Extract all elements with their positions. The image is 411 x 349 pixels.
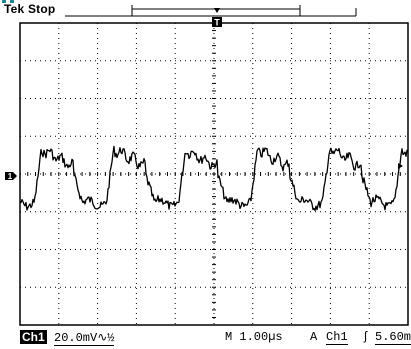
channel1-ground-marker[interactable]: 1 (5, 172, 17, 181)
logo-accent (2, 0, 6, 3)
timebase[interactable]: M 1.00µs (225, 330, 283, 344)
channel-badge[interactable]: Ch1 (20, 330, 47, 344)
waveform-trace (19, 145, 409, 212)
bandwidth-icon: ∿½ (97, 331, 115, 345)
trigger-level[interactable]: 5.60mV (375, 330, 411, 345)
volts-per-div[interactable]: 20.0mV∿½ (54, 330, 115, 346)
brand-label: Tek (4, 2, 25, 16)
trigger-position-marker[interactable]: T (212, 8, 222, 28)
trigger-marker-label: T (214, 18, 220, 28)
trigger-mode: A (310, 330, 318, 344)
header-brand: Tek Stop (4, 2, 55, 16)
trigger-slope-icon: ʃ (362, 330, 370, 344)
acquisition-state: Stop (27, 2, 56, 16)
volts-value: 20.0mV (54, 331, 98, 345)
trigger-source[interactable]: Ch1 (326, 330, 348, 345)
channel-marker-label: 1 (8, 172, 13, 181)
logo-accent-2 (10, 0, 14, 3)
status-bar: Ch1 20.0mV∿½ M 1.00µs A Ch1 ʃ 5.60mV (20, 328, 411, 346)
graticule-grid (19, 22, 409, 325)
record-length-bracket (65, 5, 357, 17)
